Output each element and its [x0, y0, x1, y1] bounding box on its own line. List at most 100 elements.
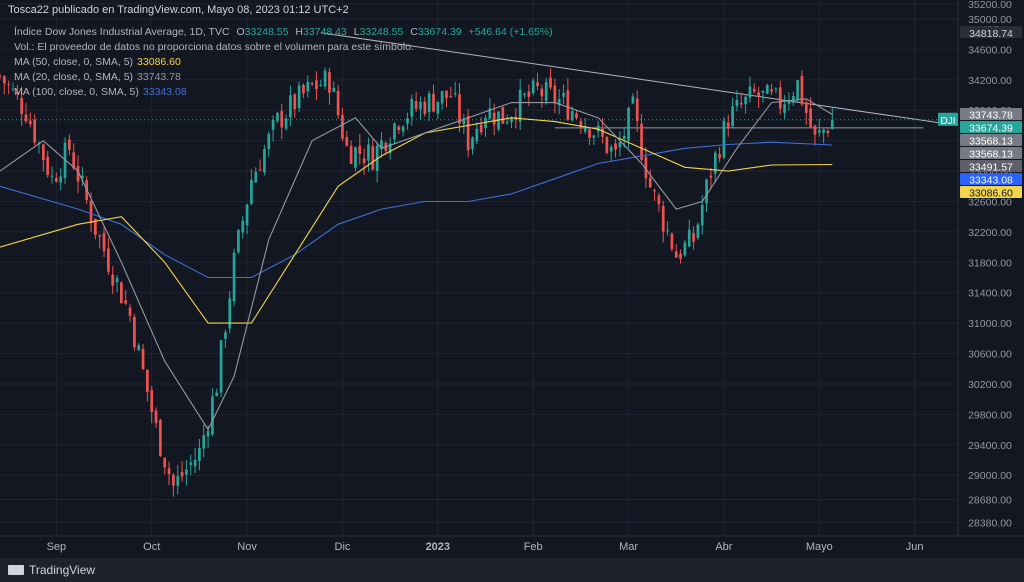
candle-body [830, 119, 834, 130]
candle-body [796, 80, 799, 100]
candle-body [657, 195, 661, 205]
candle-body [128, 307, 132, 316]
price-label-box [960, 26, 1022, 39]
open-label: O [236, 26, 245, 38]
price-label-text: 33086.60 [969, 188, 1013, 200]
ticker-badge [938, 112, 958, 126]
candle-body [757, 92, 760, 97]
candle-body [726, 122, 730, 129]
price-label-box [960, 186, 1022, 199]
y-tick-label: 28680.00 [968, 495, 1012, 507]
price-label-box [960, 134, 1022, 147]
candle-body [748, 86, 752, 98]
price-axis: USD28380.0028680.0029000.0029400.0029800… [957, 0, 1012, 536]
candle-body [687, 229, 691, 247]
candle-body [531, 80, 535, 94]
low-label: L [353, 26, 360, 38]
candle-body [791, 96, 795, 103]
candle-body [276, 112, 279, 121]
x-tick-label: 2023 [426, 541, 450, 553]
candle-body [159, 419, 162, 457]
chart-grid [0, 0, 958, 536]
price-label-text: 33674.39 [969, 123, 1013, 135]
candle-body [11, 88, 15, 90]
candle-body [440, 91, 444, 104]
candle-body [549, 77, 552, 88]
candle-body [453, 92, 457, 95]
ma100-legend[interactable]: MA (100, close, 0, SMA, 5) 33343.08 [14, 86, 187, 98]
candle-body [315, 80, 318, 90]
candle-body [419, 101, 422, 110]
candle-body [163, 457, 167, 468]
candle-body [432, 93, 435, 112]
ma20-legend[interactable]: MA (20, close, 0, SMA, 5) 33743.78 [14, 71, 181, 83]
candle-body [410, 98, 414, 117]
candle-body [349, 145, 353, 164]
candle-body [393, 123, 396, 140]
candle-body [449, 96, 453, 98]
x-tick-label: Oct [143, 541, 160, 553]
candle-body [302, 84, 305, 94]
candle-body [371, 146, 375, 170]
candle-body [406, 118, 409, 124]
candle-body [800, 75, 804, 105]
candle-body [293, 94, 297, 110]
ma100-line [0, 141, 833, 279]
candle-body [553, 85, 557, 104]
candle-body [397, 126, 401, 130]
publisher-line: Tosca22 publicado en TradingView.com, Ma… [8, 4, 349, 16]
x-tick-label: Sep [47, 541, 67, 553]
candle-body [7, 84, 11, 86]
candle-body [133, 317, 136, 348]
candles [0, 67, 834, 497]
candle-body [575, 113, 578, 119]
high-label: H [295, 26, 303, 38]
y-tick-label: 30200.00 [968, 379, 1012, 391]
tradingview-logo[interactable]: TradingView [8, 563, 95, 577]
candle-body [206, 431, 210, 437]
x-tick-label: Mar [619, 541, 638, 553]
change-value: +546.64 (+1.65%) [468, 26, 553, 38]
candle-body [98, 235, 102, 237]
y-tick-label: 28380.00 [968, 517, 1012, 529]
candle-body [475, 128, 479, 142]
x-tick-label: Jun [906, 541, 924, 553]
candle-body [813, 125, 817, 135]
price-label-text: 33568.13 [969, 136, 1013, 148]
candle-body [713, 152, 717, 174]
candle-body [42, 144, 45, 161]
ma50-legend[interactable]: MA (50, close, 0, SMA, 5) 33086.60 [14, 56, 181, 68]
close-value: 33674.39 [417, 26, 462, 38]
candle-body [0, 75, 2, 77]
price-label-text: 34818.74 [969, 28, 1013, 40]
candle-body [76, 165, 80, 182]
candle-body [345, 137, 349, 146]
candle-body [492, 112, 496, 125]
candle-body [523, 93, 526, 95]
candle-body [20, 97, 24, 114]
trendline [320, 32, 959, 126]
candle-body [622, 136, 626, 139]
candle-body [81, 175, 84, 179]
candle-body [15, 91, 19, 94]
candle-body [146, 369, 149, 393]
ma100-label: MA (100, close, 0, SMA, 5) [14, 86, 139, 98]
open-value: 33248.55 [244, 26, 289, 38]
candle-body [605, 136, 609, 154]
candle-body [120, 282, 123, 304]
candle-body [609, 146, 613, 152]
time-axis: Sep Oct Nov Dic 2023 Feb Mar Abr Mayo Jun [0, 535, 1024, 553]
candle-body [709, 175, 713, 178]
price-label-text: 33343.08 [969, 175, 1013, 187]
price-label-box [960, 173, 1022, 186]
candle-body [33, 119, 37, 143]
candle-body [462, 118, 466, 125]
candle-body [167, 468, 171, 475]
candle-body [176, 476, 180, 486]
candle-body [141, 348, 145, 369]
candle-body [189, 462, 193, 466]
candle-body [2, 76, 6, 84]
symbol-line[interactable]: Índice Dow Jones Industrial Average, 1D,… [14, 26, 553, 38]
candle-body [536, 82, 539, 87]
